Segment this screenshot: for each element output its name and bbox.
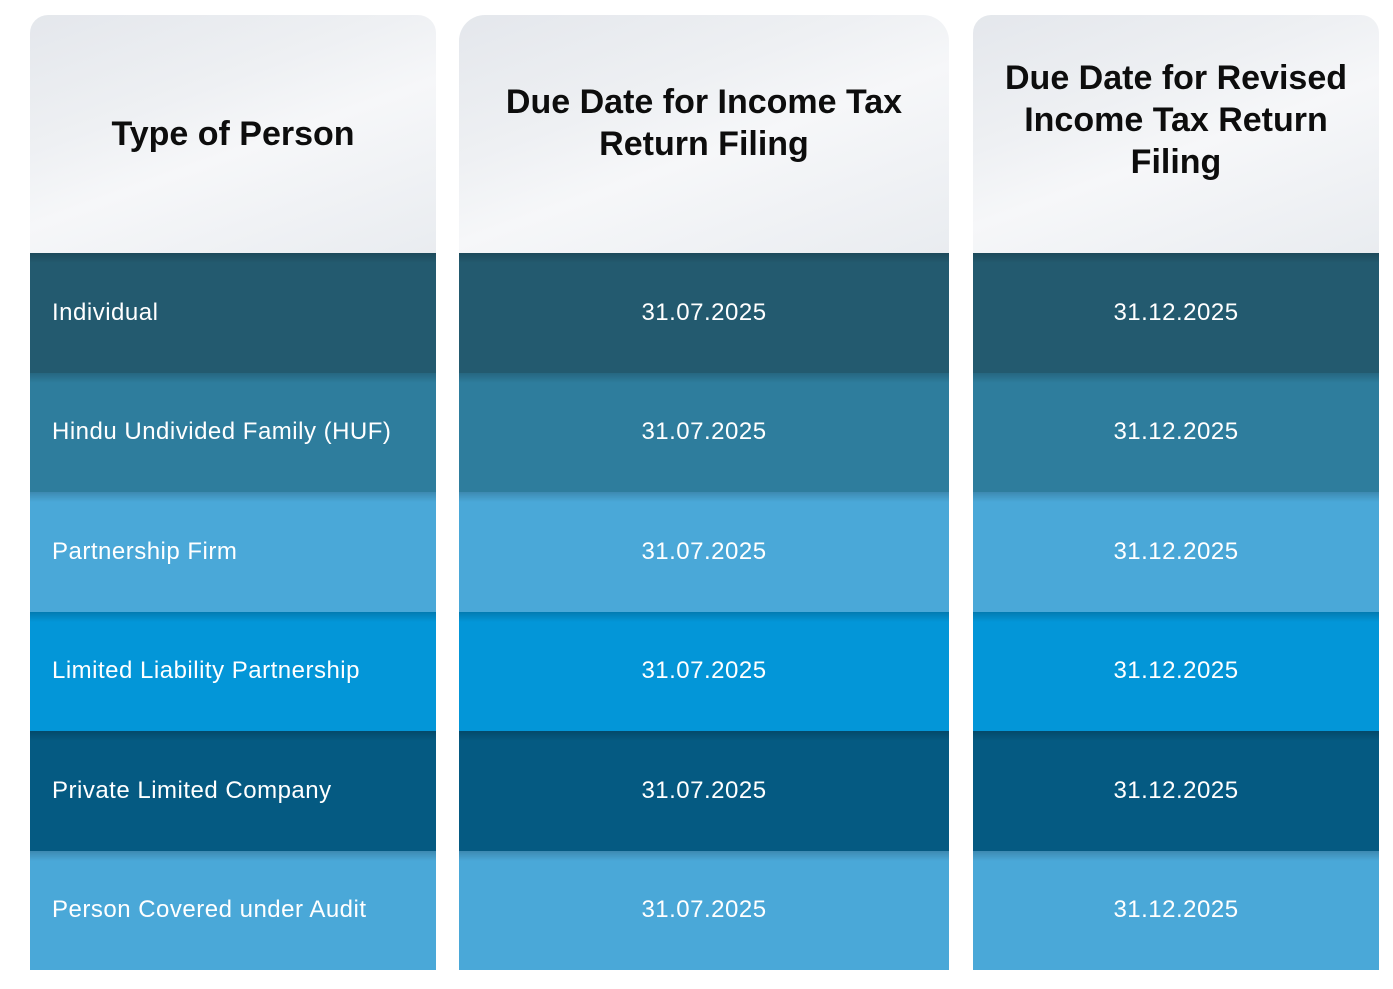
table-cell: 31.12.2025 — [973, 253, 1379, 373]
column-type-of-person: Type of Person Individual Hindu Undivide… — [30, 15, 436, 970]
table-cell: Limited Liability Partnership — [30, 611, 436, 731]
column-itr-due-date: Due Date for Income Tax Return Filing 31… — [459, 15, 949, 970]
cell-text: 31.07.2025 — [641, 776, 767, 804]
header-itr-due-date: Due Date for Income Tax Return Filing — [459, 15, 949, 253]
table-cell: 31.07.2025 — [459, 731, 949, 851]
table-cell: 31.07.2025 — [459, 253, 949, 373]
table-cell: 31.07.2025 — [459, 372, 949, 492]
header-revised-due-date: Due Date for Revised Income Tax Return F… — [973, 15, 1379, 253]
table-cell: 31.12.2025 — [973, 731, 1379, 851]
cell-text: 31.07.2025 — [641, 657, 767, 685]
table-cell: 31.12.2025 — [973, 611, 1379, 731]
cell-text: 31.12.2025 — [1113, 298, 1239, 326]
table-cell: 31.07.2025 — [459, 850, 949, 970]
table-cell: 31.07.2025 — [459, 611, 949, 731]
cell-text: 31.12.2025 — [1113, 537, 1239, 565]
cell-text: 31.12.2025 — [1113, 657, 1239, 685]
cell-text: 31.12.2025 — [1113, 418, 1239, 446]
cell-text: 31.07.2025 — [641, 537, 767, 565]
cell-text: 31.07.2025 — [641, 298, 767, 326]
header-type-of-person: Type of Person — [30, 15, 436, 253]
table-cell: 31.07.2025 — [459, 492, 949, 612]
cell-text: Hindu Undivided Family (HUF) — [52, 418, 392, 446]
table-cell: 31.12.2025 — [973, 850, 1379, 970]
cell-text: Individual — [52, 298, 159, 326]
column-revised-due-date: Due Date for Revised Income Tax Return F… — [973, 15, 1379, 970]
table-cell: 31.12.2025 — [973, 372, 1379, 492]
header-label: Type of Person — [111, 115, 355, 153]
table-cell: Partnership Firm — [30, 492, 436, 612]
table-cell: Hindu Undivided Family (HUF) — [30, 372, 436, 492]
cell-text: 31.12.2025 — [1113, 776, 1239, 804]
cell-text: Partnership Firm — [52, 537, 238, 565]
cell-text: 31.07.2025 — [641, 418, 767, 446]
cell-text: Limited Liability Partnership — [52, 657, 360, 685]
table-cell: 31.12.2025 — [973, 492, 1379, 612]
cell-text: Private Limited Company — [52, 776, 332, 804]
table-cell: Person Covered under Audit — [30, 850, 436, 970]
header-label: Due Date for Income Tax Return Filing — [505, 83, 903, 163]
header-label: Due Date for Revised Income Tax Return F… — [1005, 59, 1347, 181]
cell-text: Person Covered under Audit — [52, 896, 367, 924]
table-cell: Individual — [30, 253, 436, 373]
cell-text: 31.12.2025 — [1113, 896, 1239, 924]
table-cell: Private Limited Company — [30, 731, 436, 851]
cell-text: 31.07.2025 — [641, 896, 767, 924]
